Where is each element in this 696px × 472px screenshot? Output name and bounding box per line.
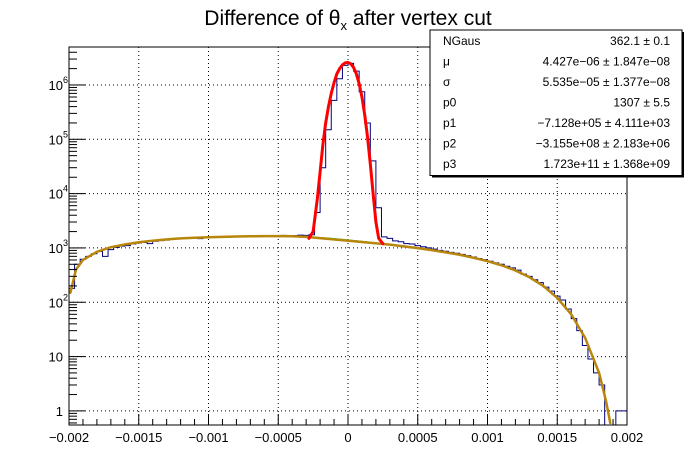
x-tick-label: −0.0015	[115, 430, 162, 445]
stat-value: 1307 ± 5.5	[613, 96, 670, 110]
stat-name: p2	[443, 137, 457, 151]
stat-value: 4.427e−06 ± 1.847e−08	[543, 55, 671, 69]
x-tick-label: −0.001	[188, 430, 228, 445]
y-tick-label: 106	[49, 75, 68, 93]
fit-curve	[69, 234, 612, 425]
stats-box-frame	[429, 29, 683, 176]
x-tick-label: −0.002	[49, 430, 89, 445]
fit-curves	[69, 60, 612, 425]
stat-name: p3	[443, 157, 457, 171]
y-axis: 1 10 102 103 104 105 106	[49, 51, 85, 424]
stat-value: −3.155e+08 ± 2.183e+06	[536, 137, 671, 151]
stat-name: NGaus	[443, 34, 480, 48]
y-tick-label: 105	[49, 129, 68, 147]
stat-name: p0	[443, 96, 457, 110]
y-tick-label: 1	[56, 404, 63, 419]
y-tick-label: 10	[49, 350, 63, 365]
x-tick-label: 0.0005	[398, 430, 438, 445]
x-tick-label: −0.0005	[255, 430, 302, 445]
stat-value: 1.723e+11 ± 1.368e+09	[544, 157, 671, 171]
y-tick-label: 102	[49, 292, 68, 310]
grid-lines	[69, 47, 627, 425]
stat-value: 362.1 ± 0.1	[610, 34, 670, 48]
stat-value: 5.535e−05 ± 1.377e−08	[543, 75, 671, 89]
stat-name: σ	[443, 75, 451, 89]
stat-name: p1	[443, 116, 457, 130]
stat-value: −7.128e+05 ± 4.111e+03	[537, 116, 670, 130]
fit-curve	[307, 60, 385, 246]
x-tick-label: 0	[344, 430, 351, 445]
stats-box: NGaus 362.1 ± 0.1 μ 4.427e−06 ± 1.847e−08 σ 5…	[429, 29, 684, 178]
chart-title: Difference of θx after vertex cut	[204, 7, 492, 33]
x-axis: −0.002 −0.0015 −0.001 −0.0005 0 0.0005 0.001 0.…	[49, 414, 643, 445]
x-tick-label: 0.001	[471, 430, 504, 445]
x-tick-label: 0.002	[611, 430, 644, 445]
y-tick-label: 104	[49, 184, 68, 202]
y-tick-label: 103	[49, 238, 68, 256]
x-tick-label: 0.0015	[537, 430, 577, 445]
stat-name: μ	[443, 55, 450, 69]
